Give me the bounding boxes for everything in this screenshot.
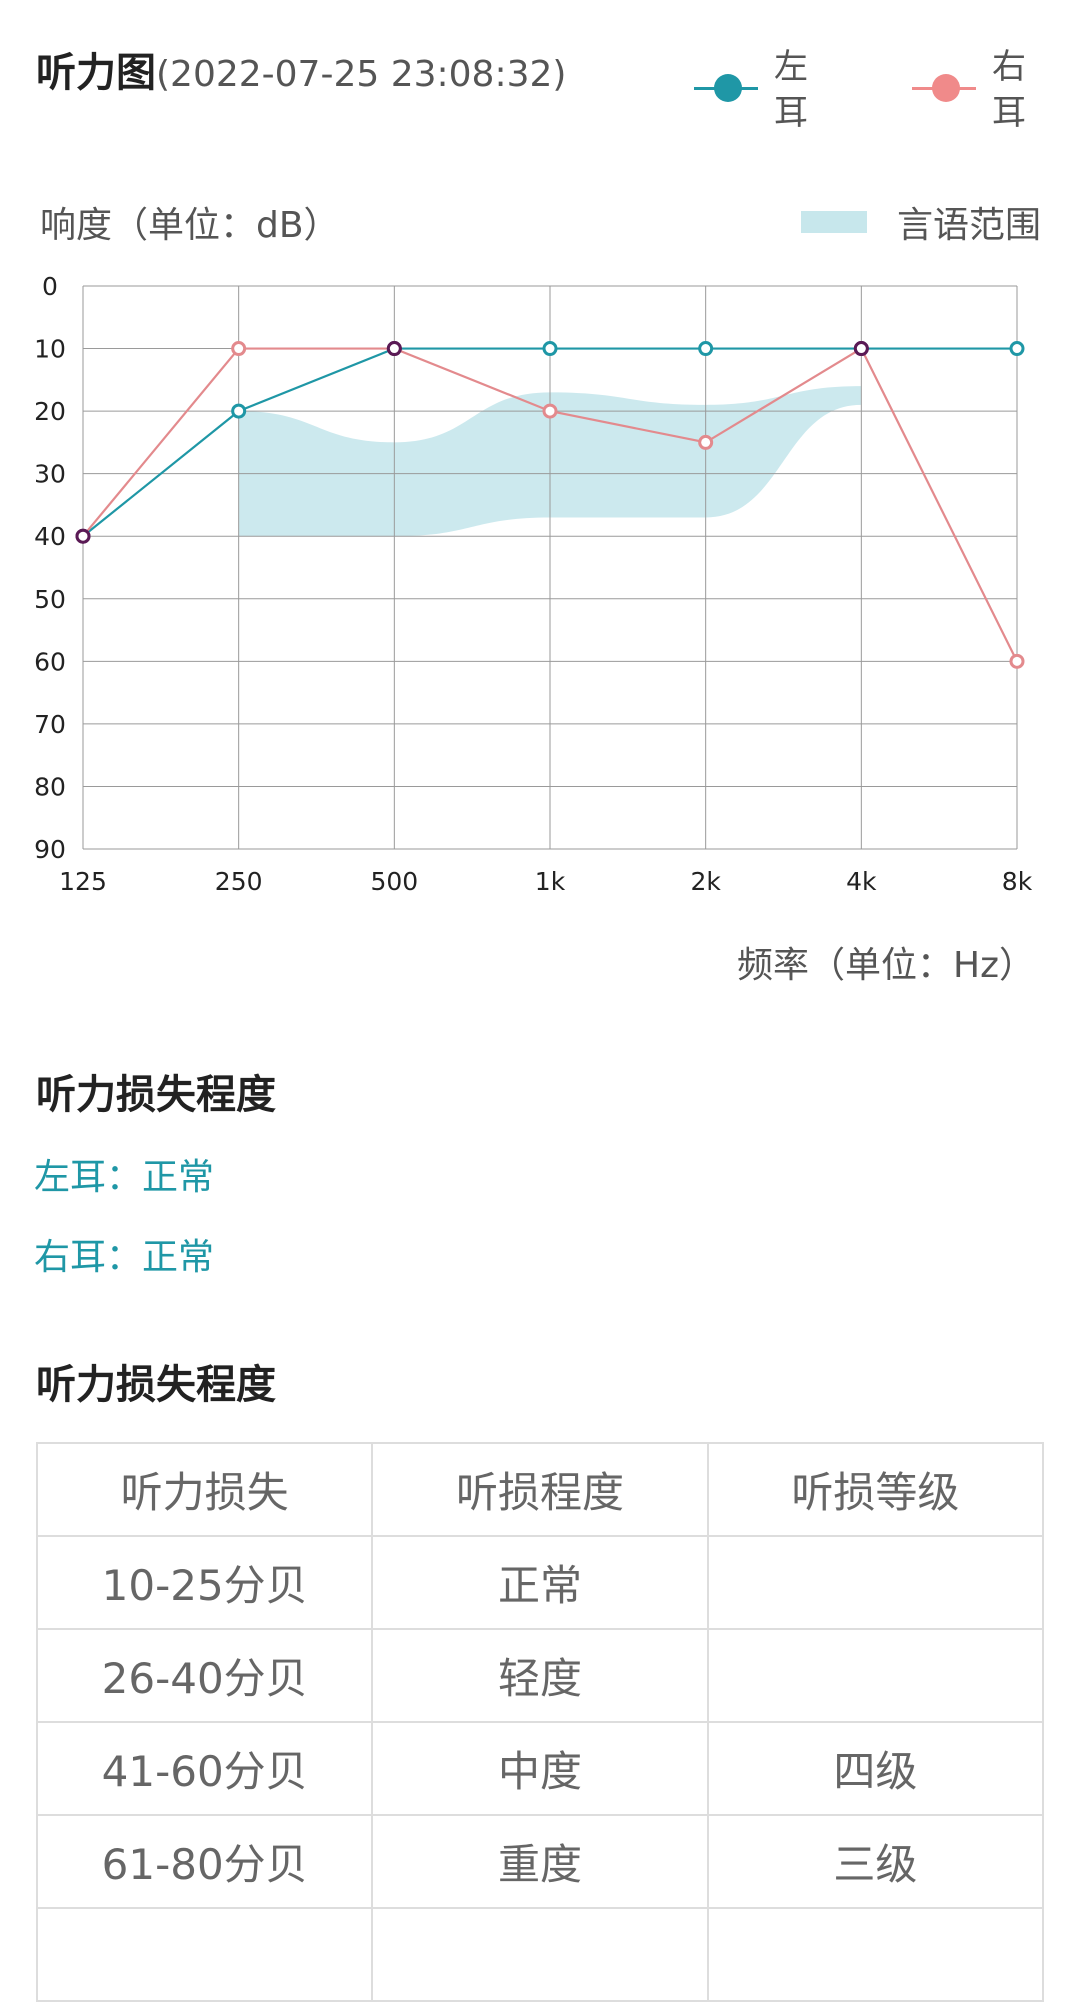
y-tick-label: 30: [34, 460, 66, 489]
y-tick-label: 20: [34, 397, 66, 426]
left-ear-point: [698, 341, 714, 357]
title-text: 听力图: [36, 50, 156, 96]
y-tick-label: 90: [34, 835, 66, 864]
right-ear-point: [1009, 653, 1025, 669]
left-ear-point: [542, 341, 558, 357]
table-cell: [706, 1907, 1045, 2002]
x-tick-label: 250: [215, 867, 263, 896]
y-tick-label: 40: [34, 522, 66, 551]
table-cell: 41-60分贝: [35, 1721, 374, 1816]
right-ear-point: [542, 403, 558, 419]
left-ear-point: [853, 341, 869, 357]
right-ear-status: 右耳：正常: [34, 1237, 215, 1278]
y-tick-label: 0: [42, 272, 58, 301]
table-row: 61-80分贝 重度 三级: [35, 1814, 1045, 1909]
right-ear-point: [231, 341, 247, 357]
table-cell: [35, 1907, 374, 2002]
x-tick-label: 1k: [535, 867, 566, 896]
audiogram-chart: 0 10 20 30 40 50 60 70 80 90 125 250 500 1k 2k 4k 8k: [34, 272, 1033, 896]
x-tick-label: 8k: [1002, 867, 1033, 896]
speech-range-label: 言语范围: [896, 205, 1041, 246]
x-axis-title: 频率（单位：Hz）: [737, 945, 1035, 986]
legend-left-ear[interactable]: 左耳: [694, 44, 814, 136]
hearing-loss-table: 听力损失 听损程度 听损等级 10-25分贝 正常 26-40分贝 轻度 41-…: [35, 1442, 1045, 2002]
table-cell: 10-25分贝: [35, 1535, 374, 1630]
y-axis-title: 响度（单位：dB）: [40, 205, 340, 246]
left-ear-status: 左耳：正常: [34, 1157, 215, 1198]
left-ear-point: [75, 528, 91, 544]
x-tick-label: 125: [59, 867, 107, 896]
right-ear-point: [698, 434, 714, 450]
x-tick-label: 500: [370, 867, 418, 896]
table-header-cell: 听力损失: [35, 1442, 374, 1537]
left-ear-point: [1009, 341, 1025, 357]
legend-left-marker-icon: [694, 72, 758, 104]
x-tick-label: 2k: [690, 867, 721, 896]
table-cell: 中度: [371, 1721, 709, 1816]
table-cell: [706, 1628, 1045, 1723]
y-tick-label: 10: [34, 335, 66, 364]
legend-right-label: 右耳: [992, 47, 1026, 133]
table-row: 41-60分贝 中度 四级: [35, 1721, 1045, 1816]
timestamp: (2022-07-25 23:08:32): [156, 54, 567, 95]
y-tick-label: 50: [34, 585, 66, 614]
left-ear-point: [231, 403, 247, 419]
table-header-row: 听力损失 听损程度 听损等级: [35, 1442, 1045, 1537]
legend-left-label: 左耳: [774, 47, 808, 133]
legend-speech-range: 言语范围: [800, 196, 1041, 248]
table-cell: [706, 1535, 1045, 1630]
y-tick-label: 60: [34, 647, 66, 676]
table-cell: 正常: [371, 1535, 709, 1630]
table-header-cell: 听损程度: [371, 1442, 709, 1537]
speech-range-swatch: [800, 211, 867, 233]
table-header-cell: 听损等级: [706, 1442, 1045, 1537]
y-tick-label: 80: [34, 772, 66, 801]
legend-right-marker-icon: [912, 72, 976, 104]
page-title: 听力图(2022-07-25 23:08:32): [36, 40, 566, 98]
table-cell: [371, 1907, 709, 2002]
table-cell: 三级: [706, 1814, 1045, 1909]
hearing-loss-title: 听力损失程度: [36, 1072, 276, 1118]
y-tick-label: 70: [34, 710, 66, 739]
table-cell: 61-80分贝: [35, 1814, 374, 1909]
table-row: [35, 1907, 1045, 2002]
loss-table-title: 听力损失程度: [36, 1362, 276, 1408]
table-cell: 轻度: [371, 1628, 709, 1723]
left-ear-point: [386, 341, 402, 357]
table-row: 10-25分贝 正常: [35, 1535, 1045, 1630]
x-tick-label: 4k: [846, 867, 877, 896]
table-cell: 26-40分贝: [35, 1628, 374, 1723]
table-row: 26-40分贝 轻度: [35, 1628, 1045, 1723]
legend-right-ear[interactable]: 右耳: [912, 44, 1032, 136]
table-cell: 重度: [371, 1814, 709, 1909]
table-cell: 四级: [706, 1721, 1045, 1816]
